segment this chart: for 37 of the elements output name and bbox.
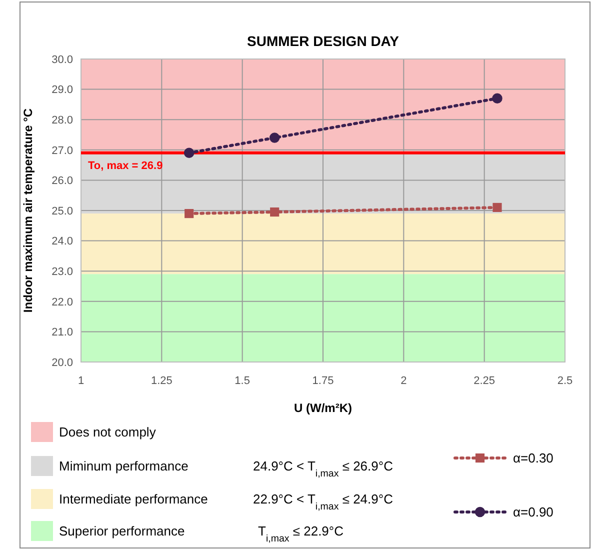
text: 24.9°C < T$_{i,max}$ ≤ 26.9°C [253,458,393,480]
legend-label: Intermediate performance [59,492,208,507]
y-tick-label: 23.0 [52,266,73,278]
text: T$_{i,max}$ ≤ 22.9°C [258,524,344,544]
point [492,93,502,104]
point [184,208,194,218]
y-tick-label: 21.0 [52,326,73,339]
ref-line-label: To, max = 26.9 [88,160,163,172]
text: 22.9°C < T$_{i,max}$ ≤ 24.9°C [253,492,393,512]
x-tick-label: 1 [78,375,84,387]
x-tick-label: 1.5 [234,375,250,387]
x-tick-label: 2.25 [474,375,496,387]
legend-label: Superior performance [59,524,185,539]
chart-title: SUMMER DESIGN DAY [247,33,400,49]
point [492,202,502,212]
x-tick-label: 1.25 [150,375,172,387]
legend-label: Does not comply [59,424,156,440]
point [269,132,280,143]
legend-label: α=0.30 [513,450,554,466]
y-tick-label: 30.0 [52,54,73,66]
legend-label: Miminum performance [59,458,188,474]
y-tick-label: 24.0 [52,236,73,248]
point [270,207,280,217]
x-axis-title: U (W/m²K) [294,401,352,415]
y-tick-label: 26.0 [52,175,73,188]
x-tick-label: 2 [400,375,407,387]
y-tick-label: 28.0 [52,114,73,126]
y-tick-label: 29.0 [52,84,73,96]
legend-label: α=0.90 [513,504,554,520]
y-tick-label: 25.0 [52,205,73,218]
x-tick-label: 1.75 [312,375,334,387]
y-tick-label: 22.0 [52,296,73,308]
x-tick-label: 2.5 [557,375,573,387]
y-axis-title: Indoor maximum air temperature °C [21,108,35,313]
point [184,148,194,158]
y-tick-label: 27.0 [52,144,73,157]
y-tick-label: 20.0 [52,356,73,369]
